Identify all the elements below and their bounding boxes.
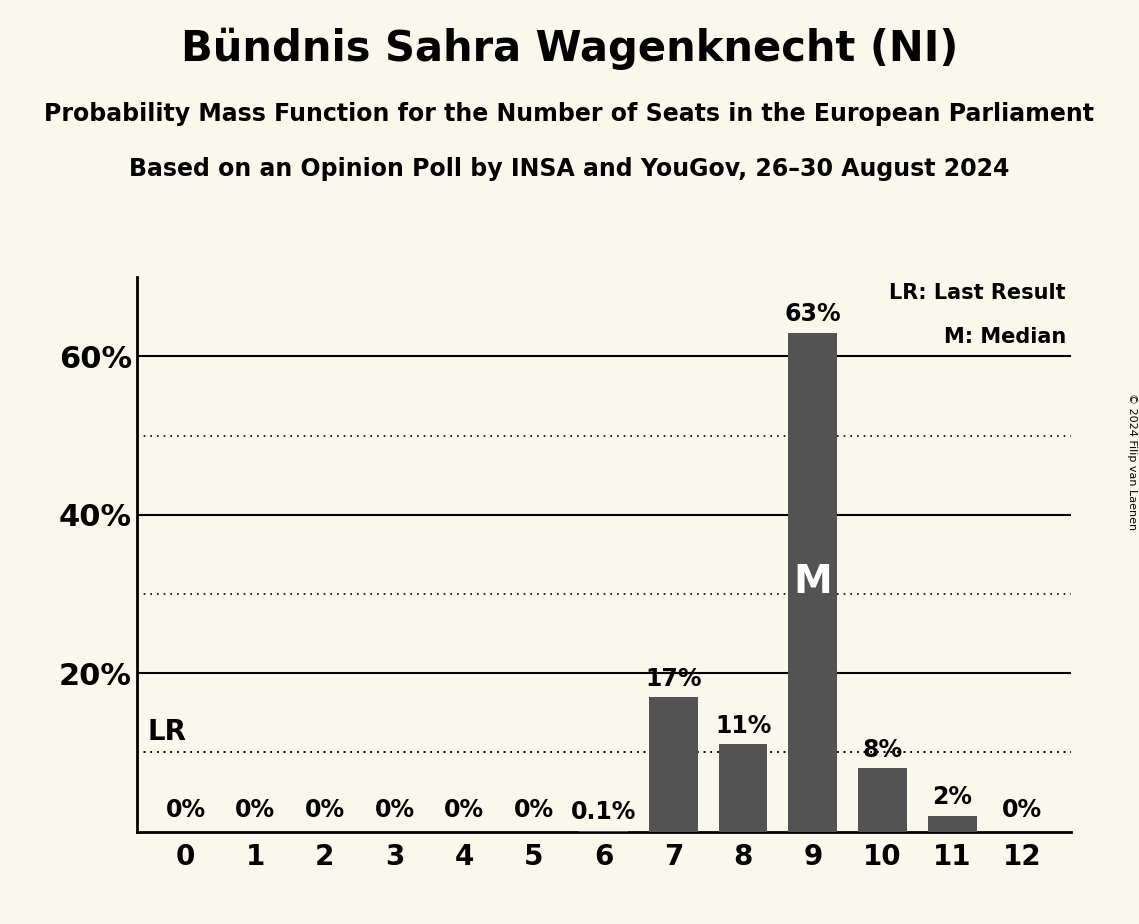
Text: 0%: 0% [165,798,205,822]
Text: 0%: 0% [514,798,554,822]
Text: 0%: 0% [375,798,415,822]
Text: 0%: 0% [235,798,276,822]
Text: 11%: 11% [715,714,771,738]
Bar [788,333,837,832]
Text: 17%: 17% [645,666,702,690]
Text: M: Median: M: Median [944,327,1066,347]
Text: 2%: 2% [932,785,973,809]
Text: 0%: 0% [1002,798,1042,822]
Bar [719,745,768,832]
Bar [858,768,907,832]
Text: Bündnis Sahra Wagenknecht (NI): Bündnis Sahra Wagenknecht (NI) [181,28,958,70]
Text: Probability Mass Function for the Number of Seats in the European Parliament: Probability Mass Function for the Number… [44,102,1095,126]
Text: Based on an Opinion Poll by INSA and YouGov, 26–30 August 2024: Based on an Opinion Poll by INSA and You… [130,157,1009,181]
Text: 8%: 8% [862,738,902,762]
Text: 63%: 63% [785,302,841,326]
Text: LR: LR [147,718,186,746]
Text: 0%: 0% [444,798,484,822]
Text: LR: Last Result: LR: Last Result [890,283,1066,303]
Text: © 2024 Filip van Laenen: © 2024 Filip van Laenen [1126,394,1137,530]
Text: M: M [794,563,833,602]
Bar [649,697,698,832]
Text: 0%: 0% [305,798,345,822]
Text: 0.1%: 0.1% [571,800,637,824]
Bar [928,816,976,832]
